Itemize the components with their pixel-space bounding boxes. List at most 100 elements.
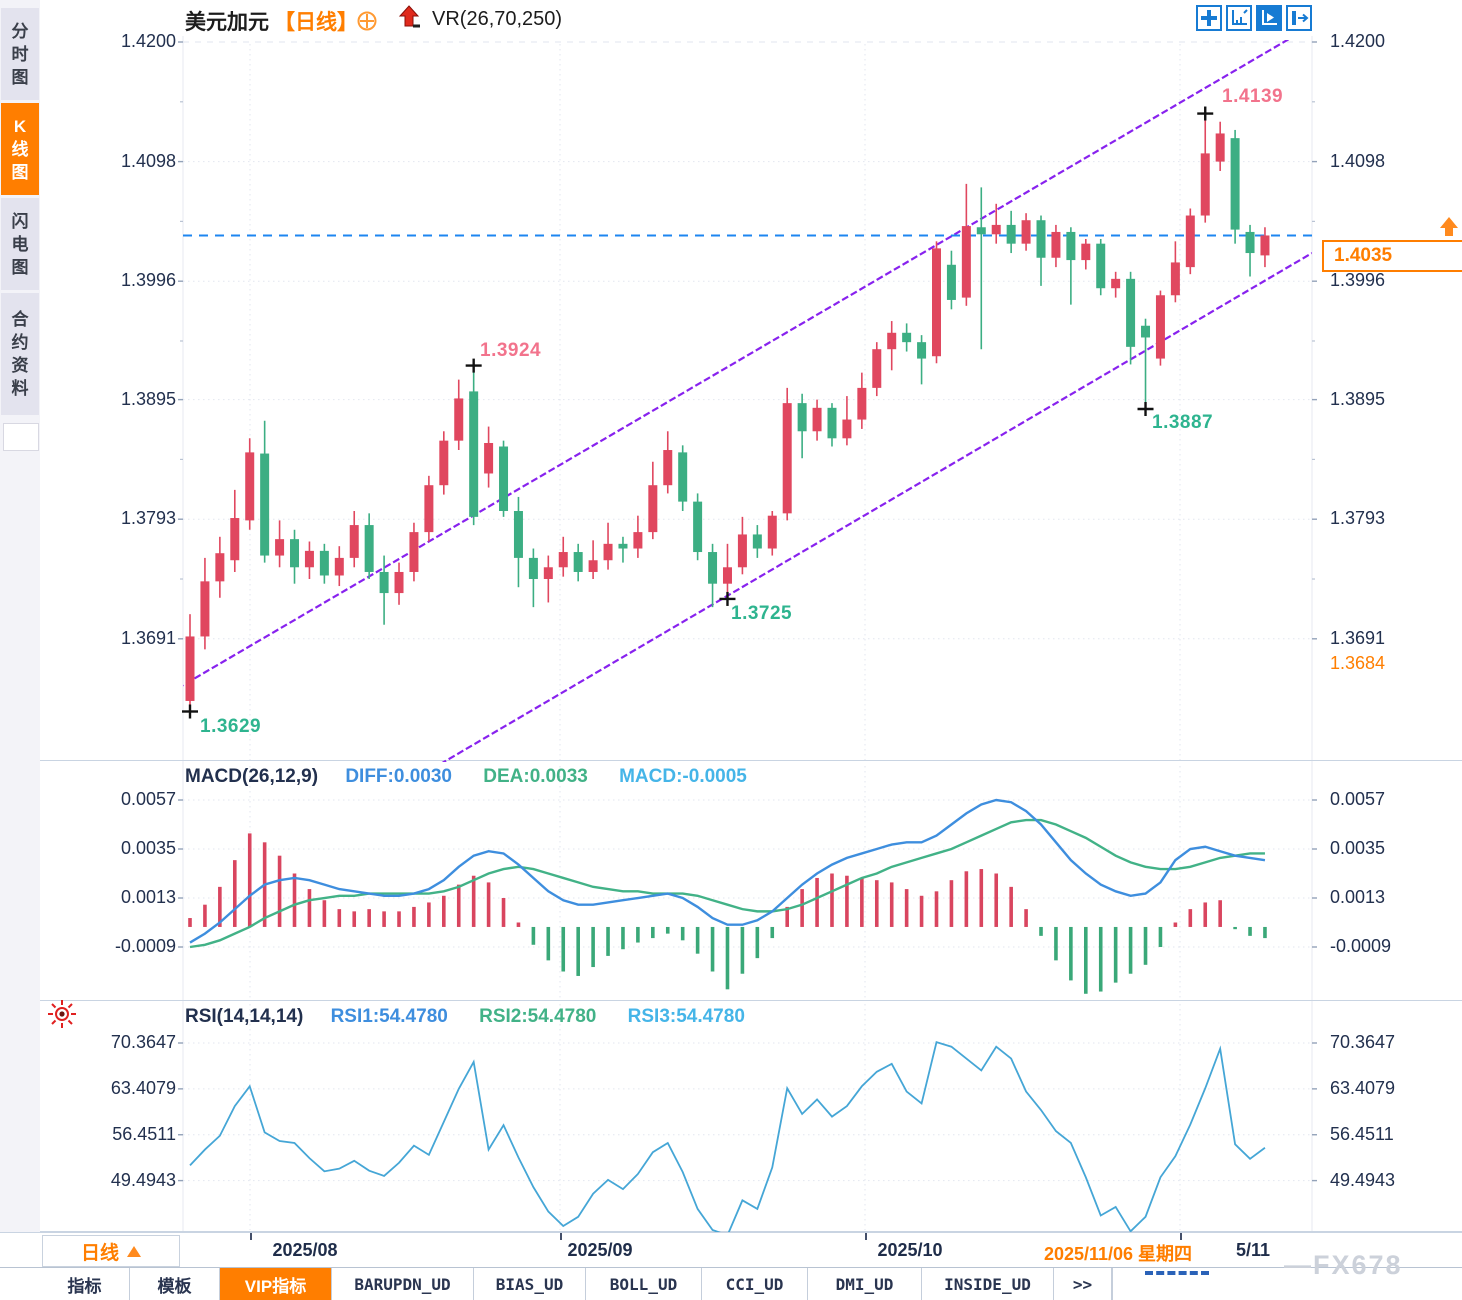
- exit-right-icon[interactable]: [1286, 5, 1312, 31]
- macd-hist-bar: [860, 877, 864, 927]
- axis-label: 1.4098: [120, 150, 176, 171]
- candle: [1170, 262, 1180, 296]
- rsi1-value: RSI1:54.4780: [330, 1006, 448, 1027]
- candle: [1215, 133, 1225, 162]
- candle: [991, 224, 1001, 235]
- candle: [424, 485, 434, 533]
- candle: [290, 539, 300, 568]
- month-tick: [1180, 1233, 1182, 1240]
- tab-vip[interactable]: VIP指标: [220, 1268, 332, 1300]
- macd-hist-bar: [591, 926, 595, 968]
- candle: [1260, 235, 1270, 256]
- axis-label: 63.4079: [1330, 1077, 1396, 1098]
- candle: [1021, 220, 1031, 244]
- month-tick: [560, 1233, 562, 1240]
- candle: [902, 332, 912, 343]
- candle: [857, 387, 867, 420]
- crosshair-date-label: 2025/11/06 星期四: [1043, 1244, 1193, 1264]
- candle: [678, 452, 688, 502]
- sidebar-item-flashchart[interactable]: 闪电图: [1, 198, 39, 290]
- tab-barupdn_ud[interactable]: BARUPDN_UD: [332, 1268, 474, 1300]
- chart-canvas: [40, 36, 1462, 1232]
- macd-hist-bar: [1173, 922, 1178, 927]
- axis-scale-icon[interactable]: [1226, 5, 1252, 31]
- axis-label: 1.3691: [1330, 627, 1386, 648]
- period-selector[interactable]: 日线: [42, 1235, 180, 1267]
- macd-hist-bar: [695, 926, 700, 954]
- macd-hist-bar: [203, 904, 207, 927]
- candle: [603, 543, 613, 561]
- candle: [260, 453, 270, 556]
- candle: [782, 403, 792, 514]
- candle: [439, 440, 449, 486]
- rsi-header: RSI(14,14,14) RSI1:54.4780 RSI2:54.4780 …: [185, 1006, 745, 1028]
- macd-hist-bar: [232, 860, 237, 927]
- candle: [394, 571, 404, 594]
- macd-hist-bar: [1128, 926, 1133, 974]
- axis-label: 1.3895: [120, 388, 176, 409]
- watermark: —FX678: [1284, 1250, 1403, 1280]
- diff-line: [189, 798, 1266, 944]
- tab-inside_ud[interactable]: INSIDE_UD: [922, 1268, 1054, 1300]
- macd-diff-value: DIFF:0.0030: [345, 766, 452, 787]
- tab-dmi_ud[interactable]: DMI_UD: [808, 1268, 922, 1300]
- candle: [1155, 295, 1165, 359]
- axis-label: -0.0009: [114, 936, 176, 956]
- candle: [946, 264, 956, 300]
- axis-label: 0.0035: [120, 838, 176, 858]
- sidebar-item-contract-info[interactable]: 合约资料: [1, 293, 39, 415]
- axis-play-icon[interactable]: [1256, 5, 1282, 31]
- macd-hist-bar: [397, 911, 401, 927]
- macd-hist-bar: [1248, 926, 1252, 936]
- candle: [454, 398, 464, 441]
- macd-hist-bar: [830, 873, 834, 927]
- macd-hist-value: MACD:-0.0005: [619, 766, 747, 787]
- target-plus-icon[interactable]: [356, 10, 378, 32]
- indicator-label: VR(26,70,250): [432, 8, 563, 30]
- axis-label: 1.4200: [1330, 31, 1386, 51]
- move-crosshair-icon[interactable]: [1196, 5, 1222, 31]
- candle: [499, 446, 509, 511]
- period-label: 日线: [80, 1242, 119, 1264]
- macd-hist-bar: [755, 926, 760, 959]
- candle: [1051, 231, 1061, 258]
- macd-hist-bar: [1158, 926, 1163, 947]
- candle: [334, 557, 344, 576]
- candle: [230, 518, 240, 561]
- candle: [872, 349, 882, 388]
- macd-hist-bar: [665, 926, 670, 934]
- candle: [349, 525, 359, 558]
- macd-hist-bar: [710, 926, 715, 972]
- price-annotation: 1.3725: [731, 603, 793, 624]
- tab-[interactable]: 指标: [40, 1268, 130, 1300]
- candle: [737, 534, 747, 568]
- tab-bias_ud[interactable]: BIAS_UD: [474, 1268, 586, 1300]
- axis-label: 1.3996: [1330, 270, 1386, 291]
- axis-label: 0.0035: [1330, 838, 1386, 858]
- red-sun-icon[interactable]: [46, 998, 78, 1030]
- macd-title: MACD(26,12,9): [185, 766, 319, 787]
- macd-hist-bar: [785, 906, 789, 927]
- axis-label: -0.0009: [1330, 936, 1392, 956]
- candle: [932, 248, 941, 357]
- macd-hist-bar: [606, 926, 610, 956]
- month-label-aug: 2025/08: [272, 1240, 338, 1260]
- candle: [917, 342, 927, 359]
- sidebar-item-timechart[interactable]: 分时图: [1, 8, 39, 100]
- tab-boll_ud[interactable]: BOLL_UD: [586, 1268, 702, 1300]
- macd-hist-bar: [889, 882, 894, 927]
- tab-[interactable]: >>: [1054, 1268, 1112, 1300]
- macd-hist-bar: [934, 891, 939, 927]
- candle: [633, 532, 643, 549]
- macd-hist-bar: [1024, 909, 1028, 927]
- tab-cci_ud[interactable]: CCI_UD: [702, 1268, 808, 1300]
- macd-hist-bar: [1054, 926, 1058, 961]
- candle: [722, 567, 732, 584]
- macd-hist-bar: [994, 873, 999, 927]
- candle: [379, 571, 389, 594]
- macd-hist-bar: [307, 889, 312, 927]
- tab-[interactable]: 模板: [130, 1268, 220, 1300]
- macd-header: MACD(26,12,9) DIFF:0.0030 DEA:0.0033 MAC…: [185, 766, 747, 788]
